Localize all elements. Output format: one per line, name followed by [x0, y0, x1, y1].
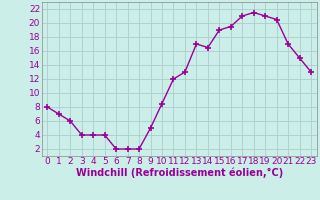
X-axis label: Windchill (Refroidissement éolien,°C): Windchill (Refroidissement éolien,°C) — [76, 168, 283, 178]
